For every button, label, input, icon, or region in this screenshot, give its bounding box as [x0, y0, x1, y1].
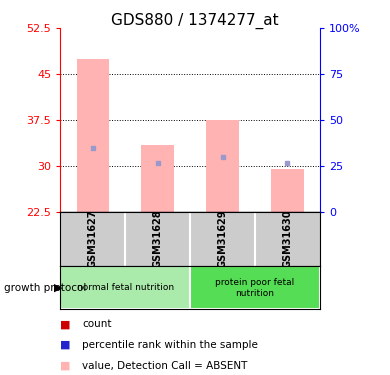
Text: GSM31627: GSM31627 [88, 210, 98, 268]
Text: value, Detection Call = ABSENT: value, Detection Call = ABSENT [82, 361, 247, 370]
Text: GSM31630: GSM31630 [282, 210, 292, 268]
Text: normal fetal nutrition: normal fetal nutrition [77, 284, 174, 292]
Text: percentile rank within the sample: percentile rank within the sample [82, 340, 258, 350]
Text: ■: ■ [60, 340, 71, 350]
Bar [77, 59, 109, 212]
Text: ■: ■ [60, 361, 71, 370]
Bar [142, 144, 174, 212]
Text: ▶: ▶ [53, 283, 62, 293]
Text: GDS880 / 1374277_at: GDS880 / 1374277_at [111, 13, 279, 29]
Text: GSM31629: GSM31629 [218, 210, 227, 268]
Bar [206, 120, 239, 212]
Text: count: count [82, 320, 112, 329]
Bar [60, 266, 190, 309]
Bar [271, 169, 303, 212]
Text: GSM31628: GSM31628 [153, 210, 163, 268]
Text: protein poor fetal
nutrition: protein poor fetal nutrition [215, 278, 294, 297]
Bar [190, 266, 320, 309]
Text: ■: ■ [60, 320, 71, 329]
Text: growth protocol: growth protocol [4, 283, 86, 293]
